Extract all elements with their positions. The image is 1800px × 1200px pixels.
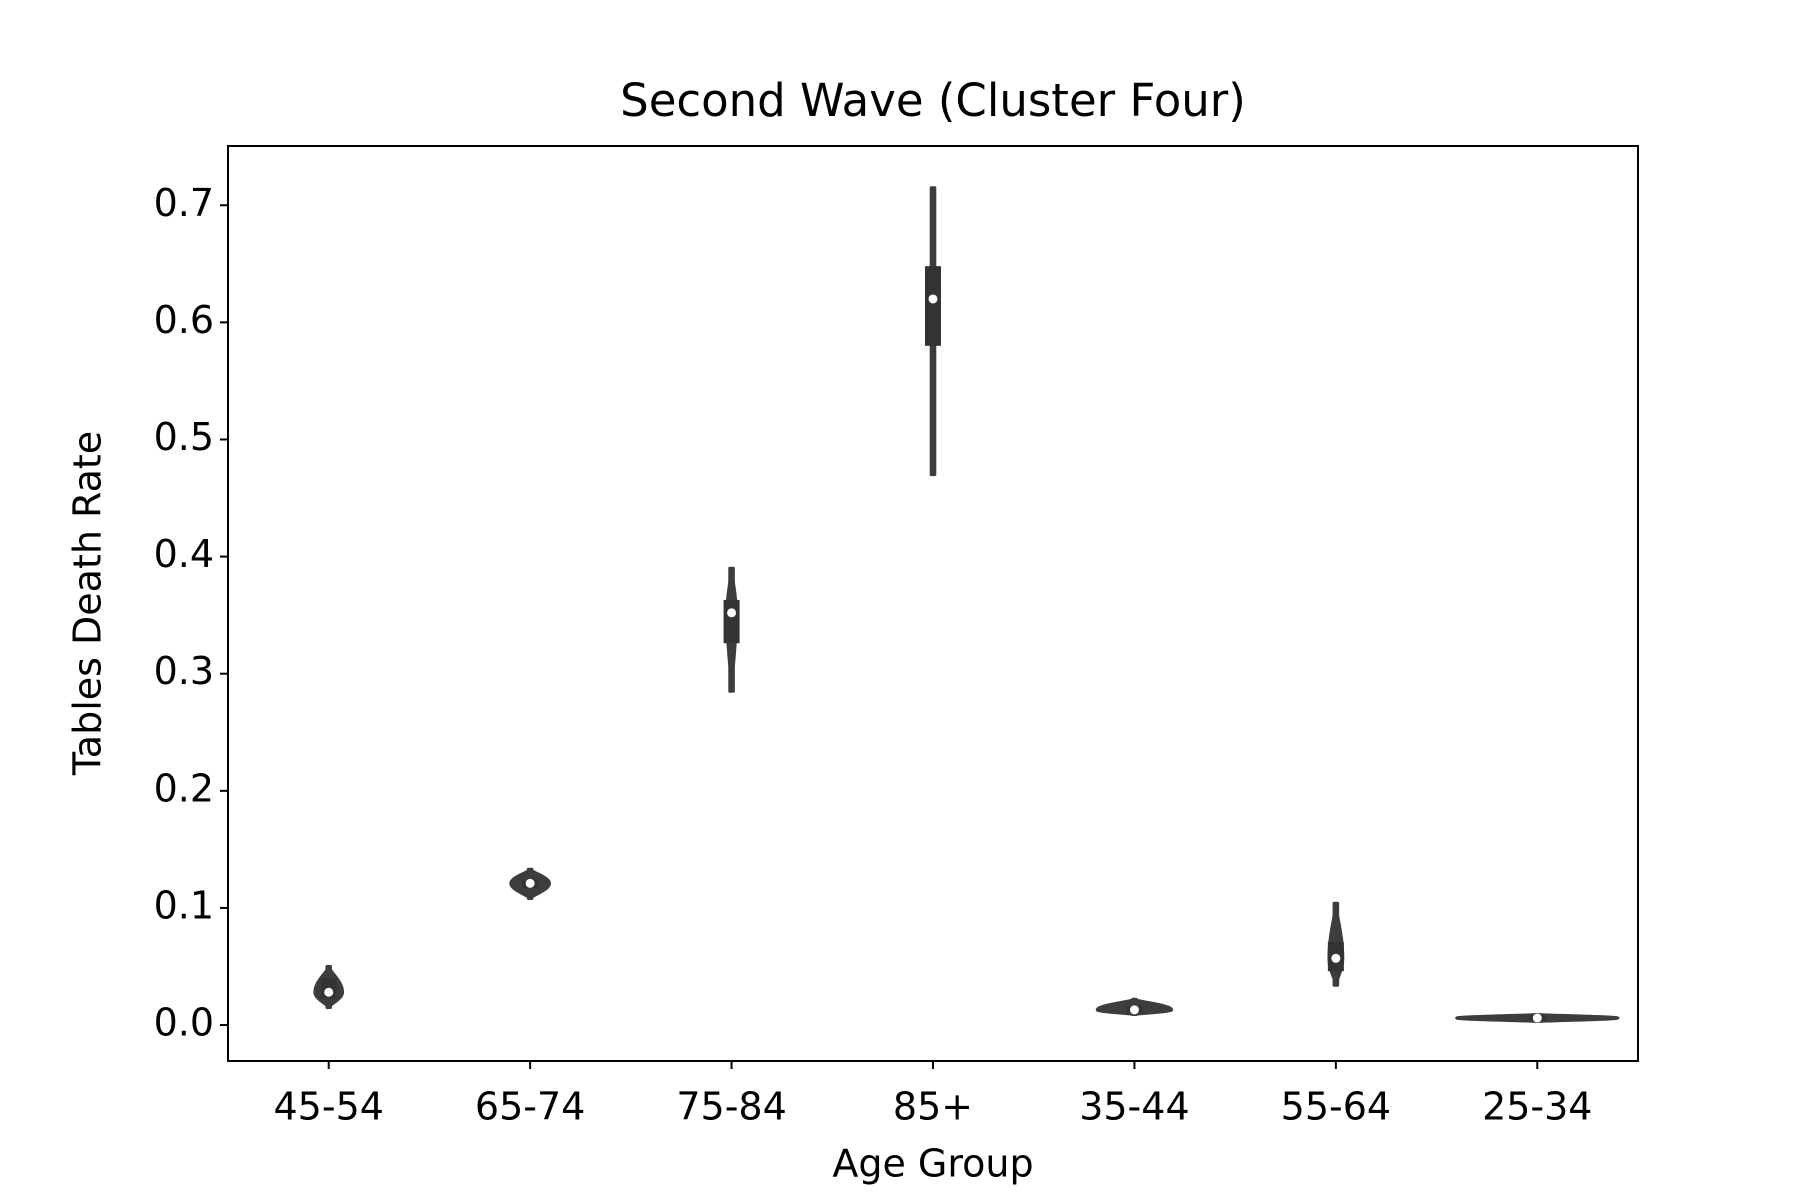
median-dot: [1331, 953, 1341, 963]
x-tick-label: 75-84: [676, 1085, 786, 1129]
median-dot: [1129, 1005, 1139, 1015]
y-tick-label: 0.4: [154, 532, 214, 576]
y-tick-label: 0.3: [154, 649, 214, 693]
median-dot: [525, 878, 535, 888]
median-dot: [1532, 1013, 1542, 1023]
x-tick-label: 35-44: [1079, 1085, 1189, 1129]
x-tick-label: 65-74: [475, 1085, 585, 1129]
y-tick-label: 0.5: [154, 415, 214, 459]
median-dot: [928, 294, 938, 304]
x-tick-label: 85+: [893, 1085, 973, 1129]
y-axis-label: Tables Death Rate: [66, 431, 110, 776]
y-tick-label: 0.0: [154, 1001, 214, 1045]
x-tick-label: 45-54: [274, 1085, 384, 1129]
chart-title: Second Wave (Cluster Four): [620, 74, 1246, 127]
y-tick-label: 0.2: [154, 766, 214, 810]
violin-box: [925, 266, 941, 346]
x-axis-label: Age Group: [832, 1142, 1033, 1186]
y-tick-label: 0.1: [154, 883, 214, 927]
median-dot: [324, 987, 334, 997]
median-dot: [727, 608, 737, 618]
violin-box: [723, 599, 740, 644]
y-tick-label: 0.7: [154, 181, 214, 225]
x-tick-label: 25-34: [1482, 1085, 1592, 1129]
x-tick-label: 55-64: [1281, 1085, 1391, 1129]
plot-frame: [227, 145, 1639, 1062]
y-tick-label: 0.6: [154, 298, 214, 342]
